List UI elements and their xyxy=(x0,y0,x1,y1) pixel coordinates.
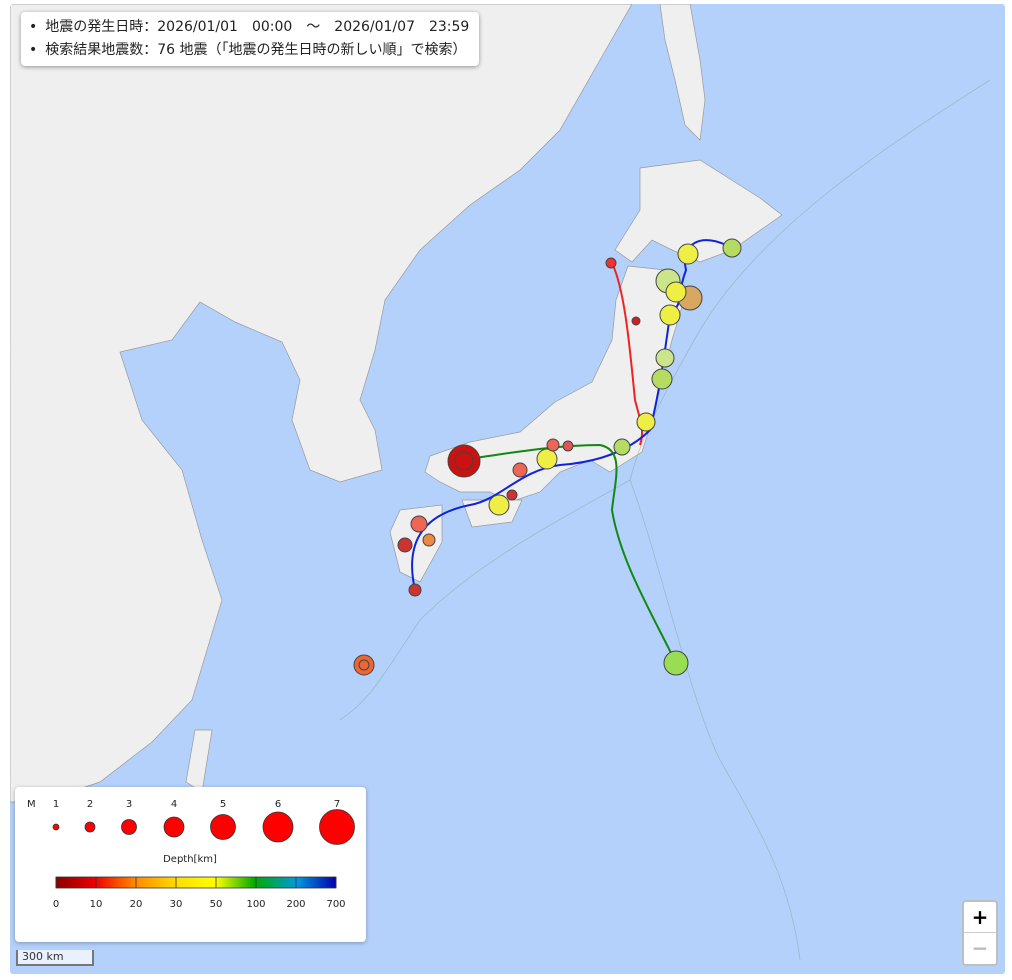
magnitude-symbol xyxy=(262,811,294,843)
depth-value: 10 xyxy=(90,899,103,910)
info-line: 地震の発生日時：2026/01/01 00:00 ～ 2026/01/07 23… xyxy=(29,16,469,39)
magnitude-value: 5 xyxy=(220,799,226,810)
magnitude-value: 6 xyxy=(275,799,281,810)
depth-value: 100 xyxy=(246,899,265,910)
depth-value: 0 xyxy=(53,899,59,910)
info-box: 地震の発生日時：2026/01/01 00:00 ～ 2026/01/07 23… xyxy=(21,12,480,66)
magnitude-label: M xyxy=(27,799,36,810)
magnitude-symbol xyxy=(84,821,96,833)
scale-bar: 300 km xyxy=(16,950,94,966)
depth-value: 200 xyxy=(286,899,305,910)
legend: M 1 2 3 4 5 6 7 Depth[km] 0 10 20 30 50 100 200 700 xyxy=(15,787,366,942)
magnitude-symbol xyxy=(121,819,137,835)
magnitude-symbol xyxy=(210,814,236,840)
magnitude-value: 7 xyxy=(334,799,340,810)
magnitude-symbol xyxy=(163,816,185,838)
depth-value: 50 xyxy=(210,899,223,910)
magnitude-symbol xyxy=(319,809,355,845)
magnitude-value: 2 xyxy=(87,799,93,810)
depth-value: 700 xyxy=(326,899,345,910)
magnitude-value: 1 xyxy=(53,799,59,810)
zoom-out[interactable]: − xyxy=(964,932,996,963)
depth-label: Depth[km] xyxy=(163,854,217,865)
zoom-control: + − xyxy=(962,900,998,966)
magnitude-value: 3 xyxy=(126,799,132,810)
info-line: 検索結果地震数：76 地震（「地震の発生日時の新しい順」で検索） xyxy=(29,39,469,62)
depth-value: 20 xyxy=(130,899,143,910)
depth-value: 30 xyxy=(170,899,183,910)
magnitude-value: 4 xyxy=(171,799,177,810)
legend-graphic: M 1 2 3 4 5 6 7 Depth[km] 0 10 20 30 50 100 200 700 xyxy=(27,799,355,910)
zoom-in[interactable]: + xyxy=(971,905,989,929)
magnitude-symbol xyxy=(52,823,60,831)
